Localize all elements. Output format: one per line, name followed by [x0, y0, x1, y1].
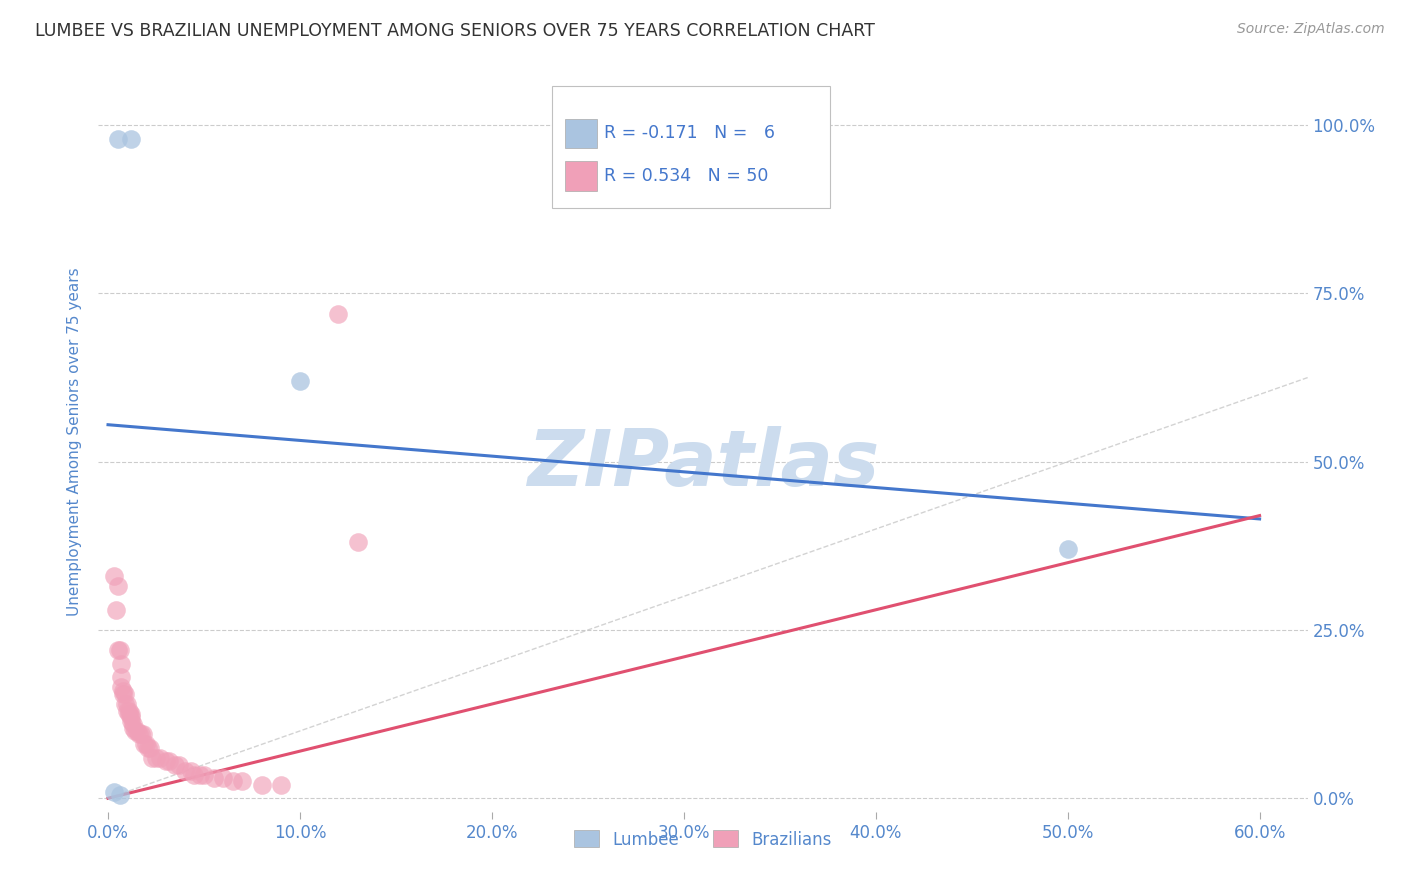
- Point: [107, 579, 129, 593]
- Point: [328, 307, 350, 321]
- Point: [212, 771, 235, 785]
- Point: [180, 764, 202, 779]
- Point: [103, 784, 125, 798]
- Point: [120, 714, 142, 728]
- Point: [145, 751, 167, 765]
- FancyBboxPatch shape: [565, 161, 596, 191]
- Point: [120, 131, 142, 145]
- Point: [114, 687, 136, 701]
- Point: [222, 774, 245, 789]
- Point: [183, 767, 205, 781]
- Point: [103, 569, 125, 583]
- Point: [107, 131, 129, 145]
- Point: [250, 778, 273, 792]
- Text: Source: ZipAtlas.com: Source: ZipAtlas.com: [1237, 22, 1385, 37]
- Point: [135, 738, 157, 752]
- Point: [114, 697, 136, 711]
- Point: [202, 771, 225, 785]
- Point: [125, 723, 148, 738]
- Point: [346, 535, 368, 549]
- Point: [155, 754, 177, 768]
- Point: [149, 751, 172, 765]
- FancyBboxPatch shape: [551, 87, 830, 209]
- Point: [165, 757, 187, 772]
- Point: [134, 738, 156, 752]
- Point: [122, 717, 145, 731]
- Point: [120, 710, 142, 724]
- Text: R = -0.171   N =   6: R = -0.171 N = 6: [603, 125, 775, 143]
- Point: [118, 707, 141, 722]
- Point: [110, 657, 132, 671]
- Text: LUMBEE VS BRAZILIAN UNEMPLOYMENT AMONG SENIORS OVER 75 YEARS CORRELATION CHART: LUMBEE VS BRAZILIAN UNEMPLOYMENT AMONG S…: [35, 22, 875, 40]
- Point: [128, 727, 150, 741]
- FancyBboxPatch shape: [565, 119, 596, 148]
- Point: [112, 683, 135, 698]
- Point: [129, 727, 152, 741]
- Point: [104, 603, 127, 617]
- Legend: Lumbee, Brazilians: Lumbee, Brazilians: [568, 823, 838, 855]
- Point: [131, 727, 153, 741]
- Point: [139, 740, 162, 755]
- Point: [120, 707, 142, 722]
- Point: [107, 643, 129, 657]
- Point: [110, 670, 132, 684]
- Text: ZIPatlas: ZIPatlas: [527, 425, 879, 502]
- Point: [110, 680, 132, 694]
- Point: [108, 788, 131, 802]
- Point: [115, 697, 138, 711]
- Y-axis label: Unemployment Among Seniors over 75 years: Unemployment Among Seniors over 75 years: [67, 268, 83, 615]
- Point: [270, 778, 292, 792]
- Point: [108, 643, 131, 657]
- Point: [167, 757, 190, 772]
- Point: [173, 764, 195, 779]
- Point: [193, 767, 215, 781]
- Point: [231, 774, 253, 789]
- Point: [136, 740, 159, 755]
- Text: R = 0.534   N = 50: R = 0.534 N = 50: [603, 167, 768, 185]
- Point: [118, 704, 141, 718]
- Point: [188, 767, 211, 781]
- Point: [124, 723, 146, 738]
- Point: [141, 751, 163, 765]
- Point: [115, 704, 138, 718]
- Point: [288, 374, 311, 388]
- Point: [122, 721, 145, 735]
- Point: [159, 754, 181, 768]
- Point: [112, 687, 135, 701]
- Point: [1056, 542, 1078, 557]
